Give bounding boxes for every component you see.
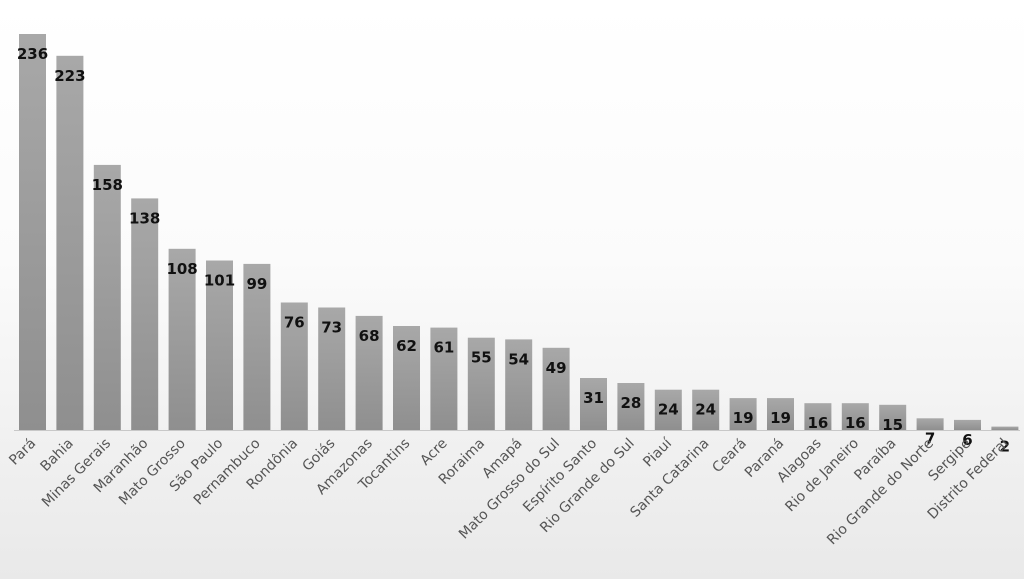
data-label: 236 <box>17 45 48 63</box>
data-label: 99 <box>246 275 267 293</box>
bar <box>93 164 121 430</box>
data-label: 16 <box>845 414 866 432</box>
bar <box>692 389 720 430</box>
bar <box>804 403 832 430</box>
data-label: 7 <box>925 429 935 447</box>
bar <box>467 337 495 430</box>
data-label: 28 <box>620 394 641 412</box>
data-label: 19 <box>733 409 754 427</box>
bars-group <box>19 34 1019 431</box>
data-label: 101 <box>204 272 235 290</box>
data-label: 68 <box>359 327 380 345</box>
bar <box>131 198 159 430</box>
category-label: Acre <box>417 436 450 469</box>
data-label: 108 <box>166 260 197 278</box>
bar <box>654 389 682 430</box>
bar <box>879 404 907 430</box>
bar <box>168 248 196 430</box>
bar <box>617 383 645 430</box>
data-label: 31 <box>583 389 604 407</box>
data-label: 2 <box>1000 438 1010 456</box>
bar <box>954 419 981 430</box>
data-label: 54 <box>508 350 529 368</box>
data-label: 223 <box>54 67 85 85</box>
data-label: 61 <box>433 339 454 357</box>
data-label: 138 <box>129 209 160 227</box>
data-label: 73 <box>321 319 342 337</box>
category-label: Pará <box>6 436 39 469</box>
data-label: 19 <box>770 409 791 427</box>
bar <box>430 327 458 430</box>
data-label: 24 <box>695 401 716 419</box>
bar <box>841 403 869 430</box>
bar <box>991 426 1019 430</box>
bar <box>243 263 271 430</box>
data-label: 49 <box>546 359 567 377</box>
bar <box>916 418 944 430</box>
bar <box>767 398 794 430</box>
bar <box>505 339 533 430</box>
bar <box>729 398 757 430</box>
bar <box>19 34 46 430</box>
bar <box>542 347 570 430</box>
data-label: 76 <box>284 314 305 332</box>
data-label: 158 <box>92 176 123 194</box>
data-label: 6 <box>962 431 972 449</box>
bar <box>318 307 346 430</box>
bar <box>280 302 308 430</box>
data-label: 55 <box>471 349 492 367</box>
data-label: 15 <box>882 416 903 434</box>
bar <box>393 326 420 430</box>
data-label: 24 <box>658 401 679 419</box>
bar <box>355 315 383 430</box>
data-label: 62 <box>396 337 417 355</box>
bar <box>56 55 84 431</box>
bar <box>580 378 607 430</box>
bar <box>206 260 233 430</box>
data-label: 16 <box>807 414 828 432</box>
